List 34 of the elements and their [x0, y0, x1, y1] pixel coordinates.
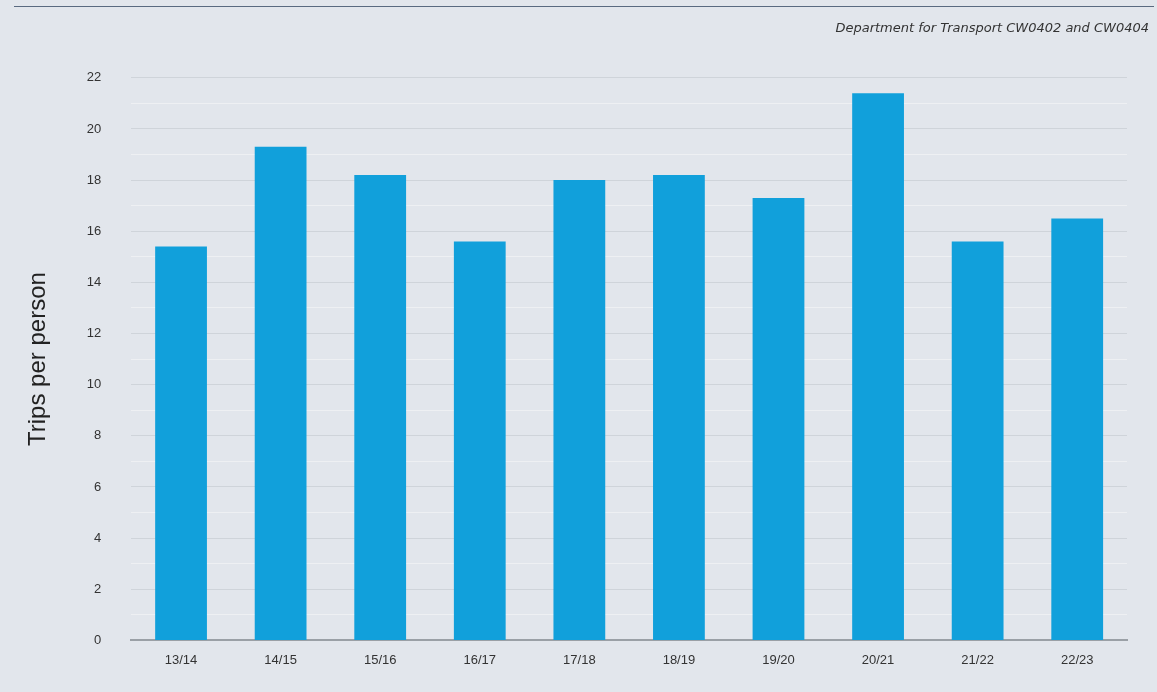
bar	[453, 241, 506, 640]
y-tick-label: 14	[86, 273, 102, 289]
y-tick-label: 20	[86, 120, 102, 136]
x-tick-label: 14/15	[264, 651, 297, 667]
text: Department for Transport CW0402 and CW0404	[835, 20, 1149, 35]
bar	[155, 246, 207, 640]
y-tick-label: 18	[86, 171, 102, 187]
y-tick-label: 0	[94, 631, 102, 647]
y-tick-label: 22	[86, 69, 102, 85]
x-tick-label: 17/18	[563, 651, 596, 667]
bar	[752, 197, 805, 640]
y-tick-label: 4	[94, 529, 102, 545]
bar	[852, 93, 904, 640]
x-tick-label: 15/16	[363, 651, 397, 667]
x-tick-label: 16/17	[463, 651, 497, 667]
y-tick-label: 2	[94, 580, 102, 596]
x-tick-label: 20/21	[861, 651, 895, 667]
x-tick-label: 21/22	[961, 651, 994, 667]
y-tick-label: 16	[86, 222, 102, 238]
bar	[553, 180, 606, 640]
bar	[951, 241, 1004, 640]
x-tick-label: 19/20	[762, 651, 795, 667]
bar	[653, 174, 705, 640]
y-axis-title: Trips per person	[23, 272, 51, 447]
x-tick-label: 13/14	[164, 651, 198, 667]
y-tick-label: 10	[86, 376, 102, 392]
x-tick-label: 18/19	[662, 651, 696, 667]
y-tick-label: 12	[86, 325, 102, 341]
bar	[1051, 218, 1104, 640]
bar	[254, 146, 307, 640]
y-tick-label: 6	[94, 478, 102, 494]
y-tick-label: 8	[94, 427, 102, 443]
bar	[354, 174, 407, 640]
x-tick-label: 22/23	[1060, 651, 1094, 667]
